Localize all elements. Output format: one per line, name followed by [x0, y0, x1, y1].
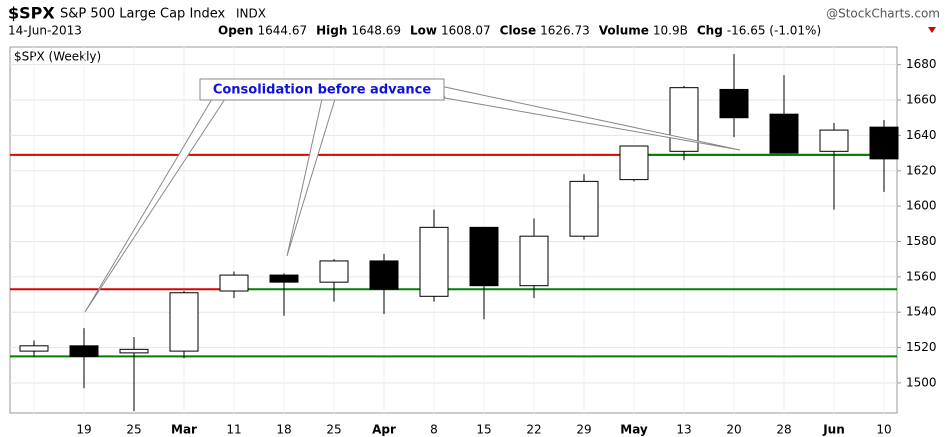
candle-body	[469, 226, 499, 287]
y-tick-label: 1660	[906, 93, 937, 107]
index-name: S&P 500 Large Cap Index	[60, 7, 226, 22]
quote-value: 1608.07	[441, 24, 491, 38]
quote: Open 1644.67 High 1648.69 Low 1608.07 Close 162…	[218, 24, 821, 38]
candle-body	[619, 145, 649, 181]
candle-body	[419, 226, 449, 297]
y-tick-label: 1540	[906, 305, 937, 319]
y-tick-label: 1580	[906, 234, 937, 248]
candle-body	[569, 180, 599, 237]
x-tick-label: 18	[276, 423, 291, 437]
candle-body	[269, 274, 299, 283]
quote-label: Volume	[599, 24, 649, 38]
x-tick-label: 28	[776, 423, 791, 437]
down-arrow	[928, 27, 936, 33]
symbol: $SPX	[8, 4, 55, 23]
quote-label: Open	[218, 24, 253, 38]
y-tick-label: 1600	[906, 199, 937, 213]
exchange: INDX	[236, 7, 266, 21]
candle-body	[169, 292, 199, 352]
candle-body	[869, 126, 899, 160]
quote-label: High	[316, 24, 347, 38]
x-tick-label: 8	[430, 423, 438, 437]
x-tick-label: May	[620, 423, 648, 437]
quote-value: 10.9B	[653, 24, 688, 38]
candle-body	[819, 129, 849, 152]
y-tick-label: 1520	[906, 340, 937, 354]
source: @StockCharts.com	[826, 7, 940, 21]
annotation: Consolidation before advance	[213, 83, 432, 98]
quote-value: 1648.69	[351, 24, 401, 38]
chart-title: $SPX (Weekly)	[14, 50, 101, 64]
x-tick-label: 11	[226, 423, 241, 437]
candle-body	[719, 88, 749, 119]
y-tick-label: 1560	[906, 269, 937, 283]
candle-body	[219, 274, 249, 292]
x-tick-label: 29	[576, 423, 591, 437]
candle-body	[769, 113, 799, 154]
plot: 1500152015401560158016001620164016601680…	[10, 47, 937, 437]
x-tick-label: 22	[526, 423, 541, 437]
x-tick-label: 10	[876, 423, 891, 437]
y-tick-label: 1500	[906, 375, 937, 389]
x-tick-label: 15	[476, 423, 491, 437]
quote-value: 1644.67	[257, 24, 307, 38]
candle-body	[319, 260, 349, 283]
candle-body	[69, 345, 99, 357]
quote-label: Chg	[697, 24, 723, 38]
candle-body	[519, 235, 549, 287]
x-tick-label: Apr	[372, 423, 396, 437]
quote-label: Low	[410, 24, 437, 38]
candle-body	[19, 345, 49, 352]
x-tick-label: Mar	[171, 423, 197, 437]
x-tick-label: 25	[326, 423, 341, 437]
y-tick-label: 1680	[906, 57, 937, 71]
plot-frame	[9, 46, 898, 414]
y-tick-label: 1640	[906, 128, 937, 142]
quote-label: Close	[500, 24, 536, 38]
x-tick-label: 25	[126, 423, 141, 437]
x-tick-label: Jun	[822, 423, 845, 437]
y-tick-label: 1620	[906, 163, 937, 177]
quote-value: -16.65 (-1.01%)	[727, 24, 821, 38]
x-tick-label: 20	[726, 423, 741, 437]
date: 14-Jun-2013	[8, 24, 82, 38]
candle-body	[369, 260, 399, 290]
quote-value: 1626.73	[540, 24, 590, 38]
x-tick-label: 13	[676, 423, 691, 437]
candle-body	[119, 348, 149, 354]
x-tick-label: 19	[76, 423, 91, 437]
callout: Consolidation before advance	[84, 78, 741, 313]
